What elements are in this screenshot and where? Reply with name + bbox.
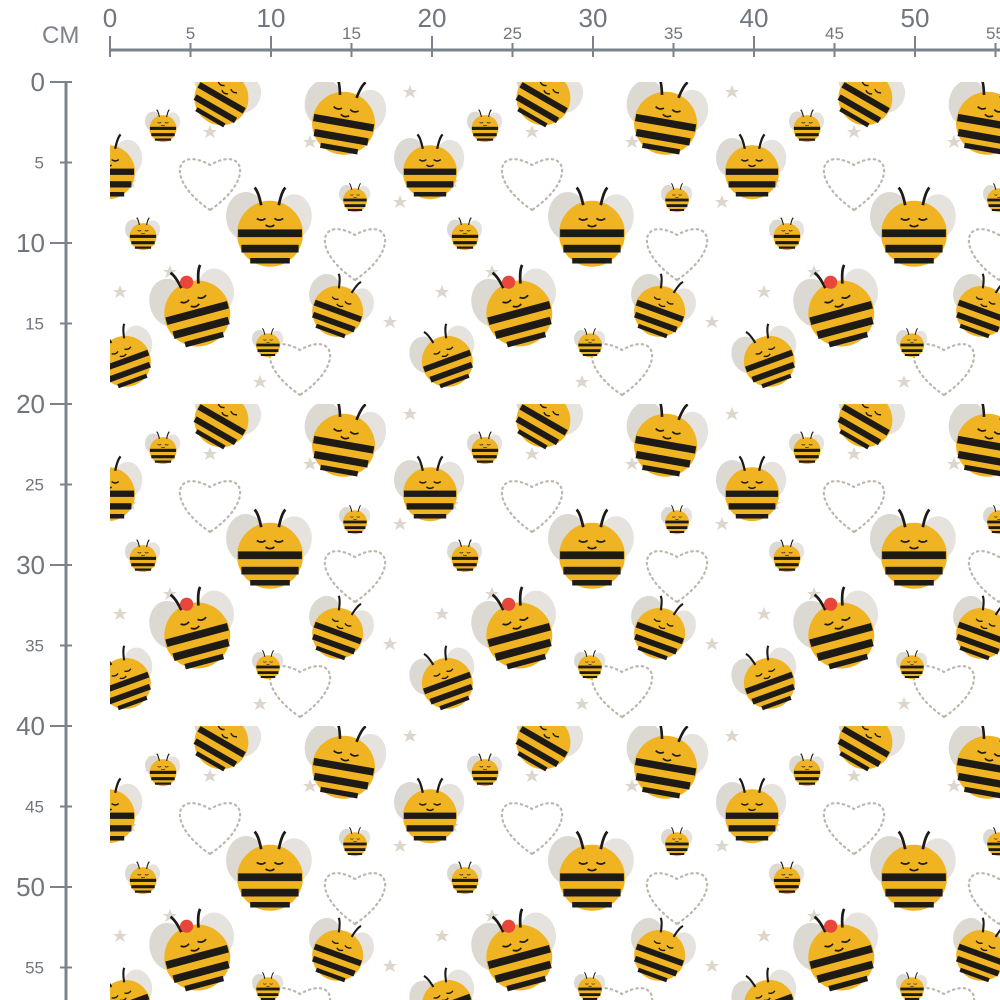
- fabric-swatch: [110, 82, 1000, 1000]
- ruler-unit-label: CM: [42, 22, 80, 49]
- ruler-label: 25: [25, 476, 44, 495]
- ruler-label: 50: [16, 872, 45, 902]
- ruler-label: 55: [986, 24, 1000, 43]
- ruler-label: 35: [664, 24, 683, 43]
- horizontal-ruler: 0 5 10 15 20 25 30 35 40 45 50 55: [103, 3, 1000, 57]
- ruler-label: 55: [25, 959, 44, 978]
- vertical-ruler: 0 5 10 15 20 25 30 35 40 45 50 55: [16, 67, 72, 1000]
- ruler-label: 5: [186, 24, 195, 43]
- ruler-label: 25: [503, 24, 522, 43]
- ruler-label: 30: [579, 3, 608, 33]
- ruler-label: 20: [418, 3, 447, 33]
- ruler-label: 40: [16, 711, 45, 741]
- ruler-label: 5: [35, 154, 44, 173]
- ruler-label: 10: [16, 228, 45, 258]
- bee-pattern: [110, 82, 1000, 1000]
- ruler-label: 35: [25, 637, 44, 656]
- ruler-label: 15: [25, 315, 44, 334]
- ruler-label: 50: [901, 3, 930, 33]
- ruler-label: 45: [25, 798, 44, 817]
- ruler-label: 40: [740, 3, 769, 33]
- ruler-label: 0: [31, 67, 45, 97]
- ruler-label: 0: [103, 3, 117, 33]
- ruler-label: 45: [825, 24, 844, 43]
- ruler-label: 10: [257, 3, 286, 33]
- ruler-label: 20: [16, 389, 45, 419]
- ruler-label: 15: [342, 24, 361, 43]
- ruler-label: 30: [16, 550, 45, 580]
